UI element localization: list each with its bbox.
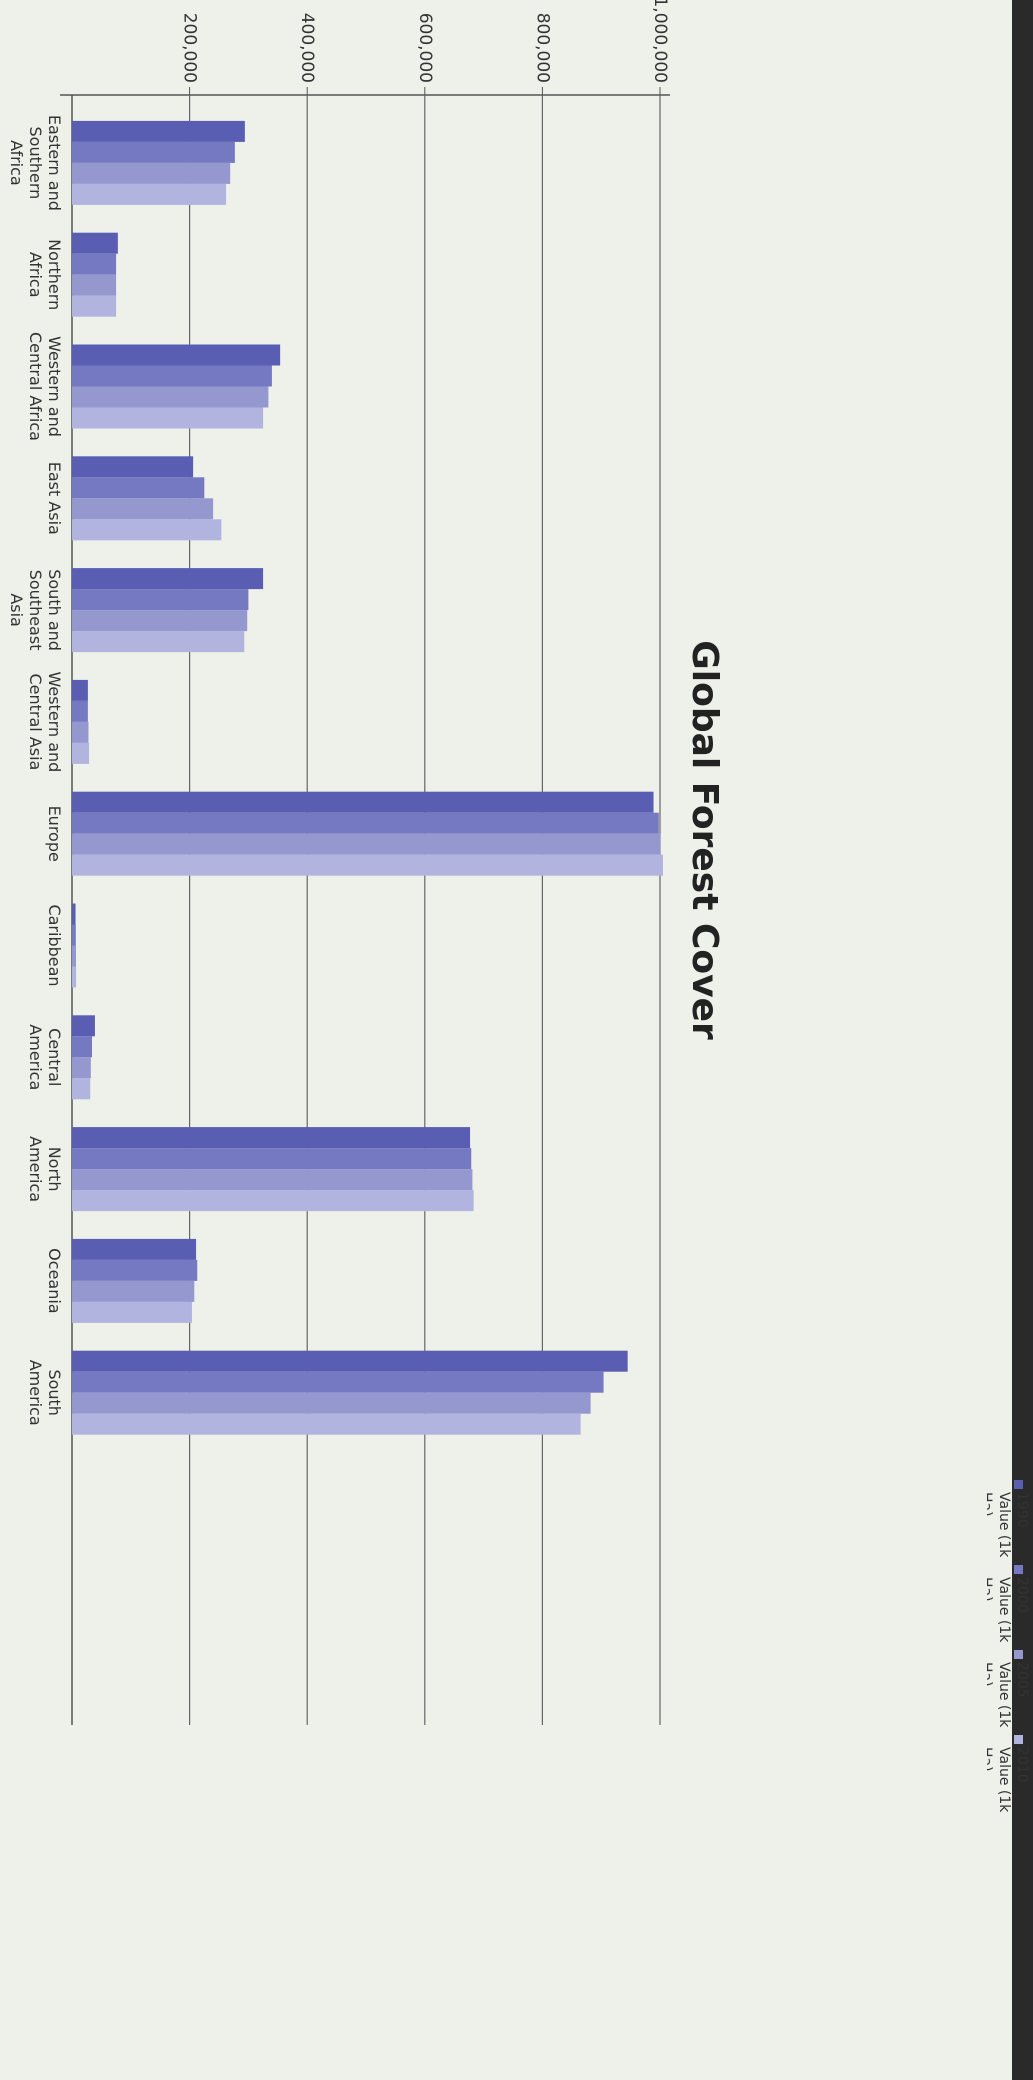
legend-entry-box: 1990 Value (1k Ha) — [987, 1492, 1030, 1558]
bar — [71, 407, 264, 429]
bar — [72, 1036, 92, 1058]
x-tick-label: Central America — [26, 1024, 64, 1091]
bar — [72, 945, 76, 967]
bar — [71, 1392, 591, 1414]
bar — [71, 1057, 91, 1079]
bar — [72, 854, 663, 876]
bar — [72, 386, 269, 408]
x-tick-label: South America — [26, 1359, 64, 1426]
bar — [72, 742, 90, 764]
x-tick-label: Oceania — [45, 1248, 64, 1314]
bar — [72, 162, 231, 184]
legend-swatch — [1014, 1650, 1023, 1659]
bar — [71, 141, 235, 163]
bar — [72, 610, 248, 632]
bar — [72, 903, 76, 925]
bar — [71, 700, 88, 722]
legend-swatch — [1014, 1480, 1023, 1489]
bar — [72, 232, 118, 254]
x-tick-label-box: North America — [26, 1136, 64, 1203]
bar — [71, 365, 272, 387]
x-tick-label-box: Northern Africa — [26, 239, 64, 311]
bar — [71, 721, 89, 743]
bar — [72, 833, 661, 855]
bar — [71, 568, 264, 590]
legend-swatch — [1014, 1565, 1023, 1574]
legend-swatch — [1014, 1735, 1023, 1744]
bar — [71, 295, 117, 317]
chart-title: Global Forest Cover — [684, 640, 725, 1040]
x-tick-label-box: Caribbean — [45, 904, 64, 987]
x-tick-label: Caribbean — [45, 904, 64, 987]
x-tick-label-box: Eastern and Southern Africa — [7, 114, 64, 211]
bar — [72, 1413, 581, 1435]
bar — [72, 631, 245, 653]
y-tick-label: 600,000 — [415, 13, 435, 83]
bar — [71, 1169, 473, 1191]
bar — [72, 791, 654, 813]
bar — [72, 498, 214, 520]
bar — [72, 1190, 474, 1212]
bar — [72, 1015, 95, 1037]
x-tick-label: Eastern and Southern Africa — [7, 114, 64, 211]
bar — [71, 477, 205, 499]
bar — [72, 1078, 91, 1100]
x-tick-label: Northern Africa — [26, 239, 64, 311]
y-tick-label: 800,000 — [532, 13, 552, 83]
bar — [71, 519, 222, 541]
bar — [72, 924, 76, 946]
bar — [71, 344, 281, 366]
x-tick-label: Western and Central Asia — [26, 671, 64, 773]
x-tick-label: South and Southeast Asia — [7, 569, 64, 651]
x-tick-label-box: Western and Central Asia — [26, 671, 64, 773]
x-tick-label-box: Central America — [26, 1024, 64, 1091]
bar — [72, 1301, 192, 1323]
y-tick-label: 400,000 — [297, 13, 317, 83]
rotated-chart: Global Forest Cover 200,000 400,000 600,00… — [7, 0, 1030, 1813]
x-tick-label-box: South and Southeast Asia — [7, 569, 64, 651]
legend-entry: 2010 Value (1k Ha) — [987, 1747, 1030, 1813]
x-tick-label: North America — [26, 1136, 64, 1203]
legend-entry: 1990 Value (1k Ha) — [987, 1492, 1030, 1558]
bar — [71, 679, 88, 701]
bar — [72, 1148, 472, 1170]
legend-entry-box: 2000 Value (1k Ha) — [987, 1577, 1030, 1643]
x-tick-label: Western and Central Africa — [26, 332, 64, 441]
legend-entry: 2005 Value (1k Ha) — [987, 1662, 1030, 1728]
bar — [71, 253, 117, 275]
x-tick-label: East Asia — [45, 461, 64, 535]
x-tick-label-box: East Asia — [45, 461, 64, 535]
legend-entry: 2000 Value (1k Ha) — [987, 1577, 1030, 1643]
bar — [71, 274, 117, 296]
bar — [71, 1238, 197, 1260]
bar — [71, 456, 194, 478]
x-tick-label-box: Oceania — [45, 1248, 64, 1314]
legend-entry-box: 2005 Value (1k Ha) — [987, 1662, 1030, 1728]
bar — [72, 589, 249, 611]
legend-entry-box: 2010 Value (1k Ha) — [987, 1747, 1030, 1813]
bar — [72, 1371, 604, 1393]
x-tick-label-box: Europe — [45, 805, 64, 862]
x-tick-label: Europe — [45, 805, 64, 862]
bar — [72, 1127, 471, 1149]
screen-edge — [1012, 0, 1033, 2080]
bar — [72, 812, 659, 834]
bar — [72, 1350, 628, 1372]
bar — [72, 1280, 195, 1302]
bar — [72, 1259, 198, 1281]
x-tick-label-box: Western and Central Africa — [26, 332, 64, 441]
bar — [72, 966, 77, 988]
bar — [72, 120, 245, 142]
bar — [72, 183, 227, 205]
y-tick-label: 200,000 — [180, 13, 200, 83]
x-tick-label-box: South America — [26, 1359, 64, 1426]
y-tick-label: 1,000,000 — [650, 0, 670, 83]
